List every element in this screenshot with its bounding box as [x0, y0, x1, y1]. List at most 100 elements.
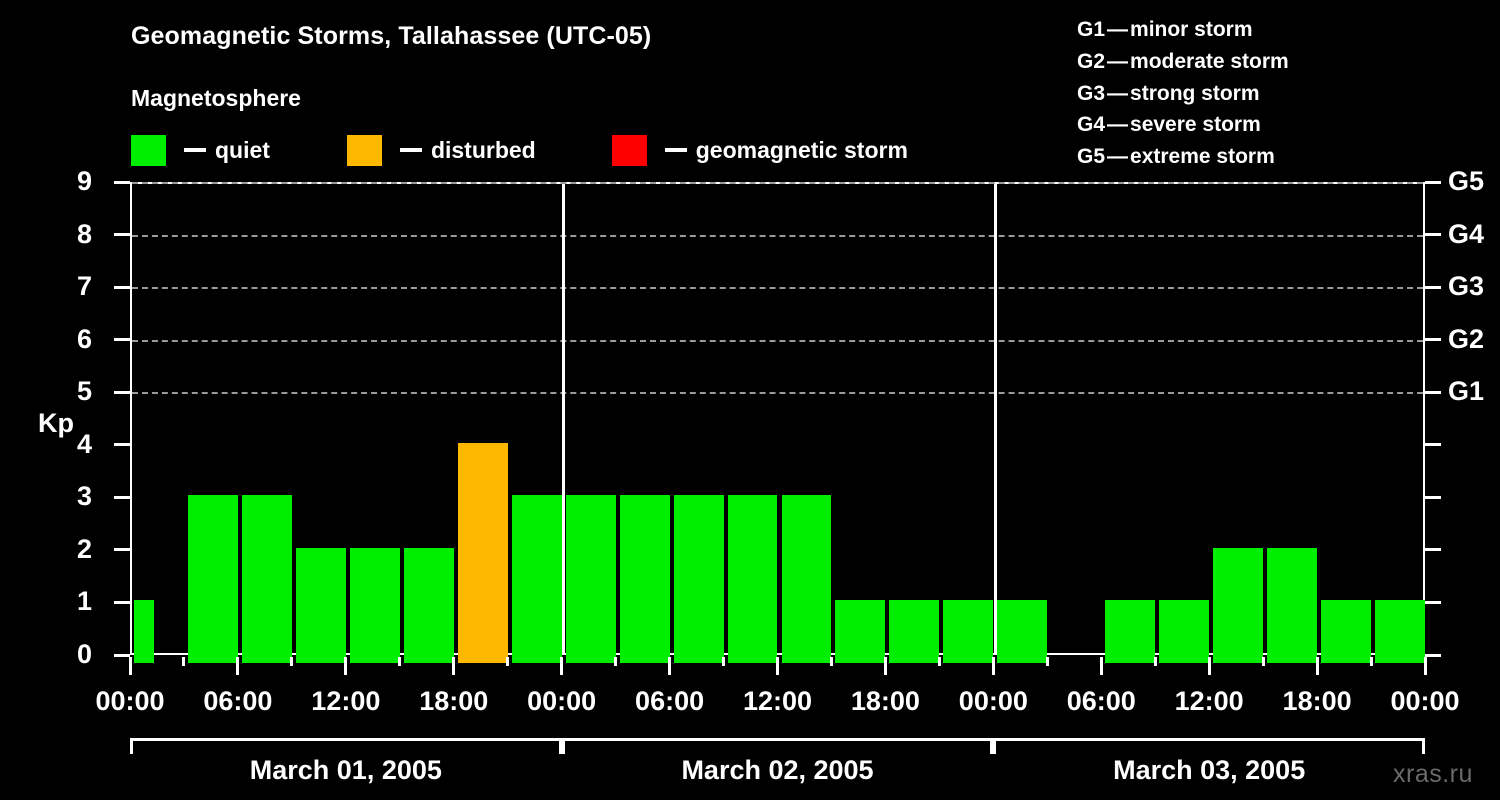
day-separator-1	[562, 184, 566, 653]
bar-kp	[943, 600, 994, 663]
x-tick-label-7: 18:00	[850, 686, 920, 716]
x-tick-major-4	[344, 657, 348, 675]
legend-item-geomagnetic-storm: geomagnetic storm	[611, 133, 908, 167]
legend-item-disturbed: disturbed	[346, 133, 536, 167]
y-tick-label-8: 8	[76, 218, 92, 249]
x-tick-major-22	[1315, 657, 1319, 675]
x-tick-minor-21	[1261, 657, 1265, 666]
y-tick-label-3: 3	[76, 481, 92, 512]
g-legend-separator: —	[1107, 18, 1129, 41]
y-tick-label-9: 9	[76, 166, 92, 196]
g-tick-mark-kp-7	[1425, 285, 1441, 289]
bar-kp	[889, 600, 940, 663]
day-label-3: March 03, 2005	[1113, 755, 1306, 785]
x-tick-minor-3	[290, 657, 294, 666]
legend-label-quiet: quiet	[215, 136, 270, 163]
bar-kp	[134, 600, 154, 663]
bar-kp	[1375, 600, 1425, 663]
x-tick-major-24	[1423, 657, 1427, 675]
y-tick-label-5: 5	[76, 376, 92, 407]
g-tick-mark-kp-8	[1425, 233, 1441, 237]
g-scale-legend: G1—minor storm G2—moderate storm G3—stro…	[1077, 14, 1289, 173]
legend-item-quiet: quiet	[131, 133, 270, 167]
legend-swatch-quiet-icon	[131, 134, 166, 166]
gridline-kp-8	[132, 234, 1423, 237]
bar-kp	[295, 547, 346, 663]
x-tick-minor-1	[182, 657, 186, 666]
g-legend-row-g4: G4—severe storm	[1077, 109, 1289, 141]
y-tick-label-6: 6	[76, 323, 92, 354]
g-legend-row-g5: G5—extreme storm	[1077, 141, 1289, 173]
x-tick-label-1: 06:00	[203, 686, 273, 716]
g-legend-text: extreme storm	[1130, 145, 1275, 169]
g-legend-code: G5	[1077, 145, 1106, 169]
legend-dash-icon	[399, 148, 422, 152]
x-tick-minor-19	[1153, 657, 1157, 666]
bar-kp	[727, 495, 778, 663]
g-legend-code: G3	[1077, 81, 1106, 105]
x-tick-label-2: 12:00	[311, 686, 381, 716]
x-tick-minor-5	[398, 657, 402, 666]
x-tick-major-14	[883, 657, 887, 675]
bar-kp	[619, 495, 670, 663]
magnetosphere-legend: quiet disturbed geomagnetic storm	[131, 133, 908, 167]
bar-kp	[241, 495, 292, 663]
y-tick-mark-2	[114, 548, 130, 552]
x-tick-label-6: 12:00	[742, 686, 813, 716]
x-tick-label-4: 00:00	[527, 686, 597, 716]
y-tick-label-1: 1	[76, 586, 92, 617]
legend-label-geomagnetic-storm: geomagnetic storm	[695, 136, 908, 163]
bar-kp	[835, 600, 886, 663]
x-tick-label-9: 06:00	[1066, 686, 1136, 716]
day-bracket-2	[561, 738, 994, 754]
g-tick-mark-kp-3	[1425, 495, 1441, 499]
gridline-kp-6	[132, 339, 1423, 342]
plot-area	[130, 182, 1425, 663]
g-tick-mark-kp-1	[1425, 600, 1441, 604]
legend-dash-icon	[184, 148, 206, 152]
g-legend-row-g2: G2—moderate storm	[1077, 46, 1289, 78]
y-tick-mark-5	[114, 390, 130, 394]
y-tick-mark-8	[114, 233, 130, 237]
g-axis-label-g4: G4	[1448, 218, 1485, 249]
y-tick-mark-9	[114, 180, 130, 184]
bar-kp	[1267, 547, 1318, 663]
gridline-kp-7	[132, 287, 1423, 290]
g-tick-mark-kp-0	[1425, 653, 1441, 657]
y-tick-label-4: 4	[76, 428, 92, 459]
bar-kp	[781, 495, 832, 663]
bar-kp	[673, 495, 724, 663]
g-legend-row-g1: G1—minor storm	[1077, 14, 1289, 46]
x-tick-major-10	[668, 657, 672, 675]
page-title: Geomagnetic Storms, Tallahassee (UTC-05)	[131, 22, 652, 50]
legend-swatch-disturbed-icon	[346, 134, 382, 166]
day-label-1: March 01, 2005	[249, 755, 442, 785]
g-axis-label-g5: G5	[1448, 166, 1485, 196]
y-axis-title: Kp	[38, 408, 74, 438]
x-tick-major-20	[1207, 657, 1211, 675]
g-legend-code: G2	[1077, 49, 1106, 73]
x-tick-major-18	[1099, 657, 1103, 675]
x-tick-minor-15	[937, 657, 941, 666]
g-legend-text: minor storm	[1130, 18, 1253, 41]
g-tick-mark-kp-5	[1425, 390, 1441, 394]
y-tick-label-7: 7	[76, 271, 92, 302]
watermark: xras.ru	[1393, 760, 1473, 788]
bar-kp	[1321, 600, 1372, 663]
y-tick-mark-4	[114, 443, 130, 447]
y-tick-label-2: 2	[76, 533, 92, 564]
x-tick-label-3: 18:00	[419, 686, 489, 716]
bar-kp	[1213, 547, 1264, 663]
x-tick-label-5: 06:00	[635, 686, 705, 716]
x-tick-minor-9	[614, 657, 618, 666]
x-tick-major-12	[776, 657, 779, 675]
y-tick-mark-3	[114, 495, 130, 499]
legend-label-disturbed: disturbed	[430, 136, 536, 163]
gridline-kp-9	[132, 182, 1423, 184]
g-tick-mark-kp-6	[1425, 338, 1441, 342]
x-tick-label-12: 00:00	[1390, 686, 1460, 716]
g-legend-separator: —	[1107, 49, 1129, 73]
x-tick-label-0: 00:00	[95, 686, 165, 716]
g-tick-mark-kp-9	[1425, 180, 1441, 184]
plot-inner	[132, 182, 1425, 663]
